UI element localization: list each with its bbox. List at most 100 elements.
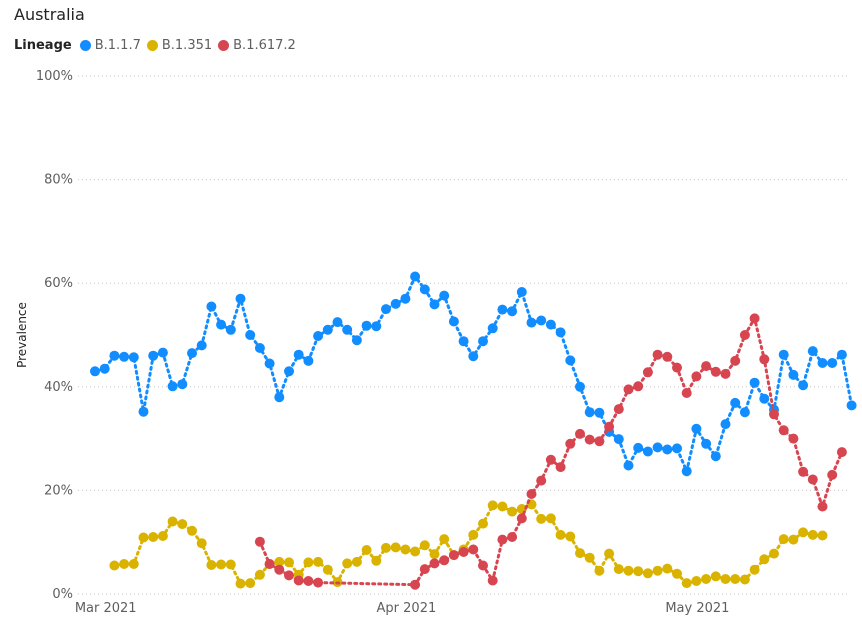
data-point-B.1.617.2[interactable]: B.1.617.2 2021-04-06: 7.5% xyxy=(448,550,459,561)
data-point-B.1.351[interactable]: B.1.351 2021-03-27: 6.2% xyxy=(351,556,362,567)
data-point-B.1.617.2[interactable]: B.1.617.2 2021-04-11: 10.5% xyxy=(497,534,508,545)
data-point-B.1.617.2[interactable]: B.1.617.2 2021-04-04: 5.9% xyxy=(429,558,440,569)
data-point-B.1.1.7[interactable]: B.1.1.7 2021-04-17: 50.5% xyxy=(555,327,566,338)
data-point-B.1.351[interactable]: B.1.351 2021-03-26: 5.9% xyxy=(342,558,353,569)
data-point-B.1.351[interactable]: B.1.351 2021-04-19: 7.9% xyxy=(575,548,585,559)
data-point-B.1.617.2[interactable]: B.1.617.2 2021-05-03: 42.9% xyxy=(710,366,721,377)
data-point-B.1.617.2[interactable]: B.1.617.2 2021-04-13: 14.6% xyxy=(516,513,527,524)
data-point-B.1.1.7[interactable]: B.1.1.7 2021-05-16: 46.2% xyxy=(836,349,847,360)
data-point-B.1.617.2[interactable]: B.1.617.2 2021-05-08: 45.3% xyxy=(759,354,770,365)
data-point-B.1.351[interactable]: B.1.351 2021-03-06: 11% xyxy=(148,532,159,542)
data-point-B.1.351[interactable]: B.1.351 2021-05-07: 4.7% xyxy=(749,564,760,575)
data-point-B.1.351[interactable]: B.1.351 2021-04-15: 14.5% xyxy=(536,513,547,524)
data-point-B.1.617.2[interactable]: B.1.617.2 2021-05-04: 42.5% xyxy=(720,368,731,379)
data-point-B.1.1.7[interactable]: B.1.1.7 2021-05-03: 26.6% xyxy=(710,451,721,462)
data-point-B.1.1.7[interactable]: B.1.1.7 2021-04-11: 54.9% xyxy=(497,304,508,315)
data-point-B.1.1.7[interactable]: B.1.1.7 2021-04-23: 29.9% xyxy=(613,434,624,445)
data-point-B.1.1.7[interactable]: B.1.1.7 2021-03-11: 48% xyxy=(196,340,207,351)
data-point-B.1.1.7[interactable]: B.1.1.7 2021-04-04: 55.9% xyxy=(429,299,440,310)
data-point-B.1.1.7[interactable]: B.1.1.7 2021-03-26: 51% xyxy=(342,324,353,335)
data-point-B.1.617.2[interactable]: B.1.617.2 2021-04-18: 29% xyxy=(565,438,576,449)
data-point-B.1.617.2[interactable]: B.1.617.2 2021-04-08: 8.6% xyxy=(468,544,479,555)
data-point-B.1.617.2[interactable]: B.1.617.2 2021-04-09: 5.5% xyxy=(478,560,488,571)
data-point-B.1.351[interactable]: B.1.351 2021-03-05: 10.9% xyxy=(138,532,149,543)
data-point-B.1.617.2[interactable]: B.1.617.2 2021-03-22: 2.5% xyxy=(303,576,314,586)
data-point-B.1.617.2[interactable]: B.1.617.2 2021-04-16: 25.9% xyxy=(545,454,556,465)
data-point-B.1.617.2[interactable]: B.1.617.2 2021-04-30: 38.8% xyxy=(681,388,692,398)
data-point-B.1.1.7[interactable]: B.1.1.7 2021-05-11: 42.3% xyxy=(788,369,799,380)
data-point-B.1.617.2[interactable]: B.1.617.2 2021-04-14: 19.3% xyxy=(526,489,537,499)
data-point-B.1.1.7[interactable]: B.1.1.7 2021-03-12: 55.5% xyxy=(206,301,217,312)
data-point-B.1.617.2[interactable]: B.1.617.2 2021-04-10: 2.6% xyxy=(487,575,498,586)
data-point-B.1.1.7[interactable]: B.1.1.7 2021-05-02: 29% xyxy=(701,438,712,449)
data-point-B.1.351[interactable]: B.1.351 2021-04-16: 14.6% xyxy=(545,513,556,524)
data-point-B.1.617.2[interactable]: B.1.617.2 2021-04-29: 43.7% xyxy=(672,362,682,373)
data-point-B.1.1.7[interactable]: B.1.1.7 2021-04-06: 52.6% xyxy=(448,316,459,327)
data-point-B.1.351[interactable]: B.1.351 2021-03-08: 14% xyxy=(167,516,178,527)
data-point-B.1.1.7[interactable]: B.1.1.7 2021-04-18: 45.1% xyxy=(565,355,576,366)
data-point-B.1.617.2[interactable]: B.1.617.2 2021-04-28: 45.8% xyxy=(662,351,673,362)
data-point-B.1.351[interactable]: B.1.351 2021-04-18: 11.1% xyxy=(565,531,576,542)
data-point-B.1.351[interactable]: B.1.351 2021-04-26: 4% xyxy=(642,568,653,579)
data-point-B.1.351[interactable]: B.1.351 2021-05-13: 11.4% xyxy=(807,529,818,540)
data-point-B.1.617.2[interactable]: B.1.617.2 2021-04-05: 6.5% xyxy=(439,555,450,566)
data-point-B.1.1.7[interactable]: B.1.1.7 2021-04-09: 48.8% xyxy=(478,336,488,347)
legend-item-b16172[interactable]: B.1.617.2 xyxy=(218,38,296,53)
data-point-B.1.1.7[interactable]: B.1.1.7 2021-03-14: 51% xyxy=(225,324,236,335)
data-point-B.1.1.7[interactable]: B.1.1.7 2021-04-02: 61.3% xyxy=(410,271,421,282)
data-point-B.1.351[interactable]: B.1.351 2021-04-24: 4.5% xyxy=(623,565,634,576)
data-point-B.1.351[interactable]: B.1.351 2021-03-23: 6.2% xyxy=(313,556,324,567)
data-point-B.1.1.7[interactable]: B.1.1.7 2021-03-23: 49.8% xyxy=(313,331,324,341)
data-point-B.1.1.7[interactable]: B.1.1.7 2021-03-31: 56% xyxy=(390,298,401,309)
data-point-B.1.351[interactable]: B.1.351 2021-04-02: 8.2% xyxy=(410,546,421,557)
data-point-B.1.617.2[interactable]: B.1.617.2 2021-03-19: 4.7% xyxy=(274,564,285,575)
data-point-B.1.1.7[interactable]: B.1.1.7 2021-04-10: 51.3% xyxy=(487,323,498,334)
data-point-B.1.617.2[interactable]: B.1.617.2 2021-04-22: 32.3% xyxy=(604,421,615,432)
data-point-B.1.617.2[interactable]: B.1.617.2 2021-05-01: 42% xyxy=(691,371,702,382)
data-point-B.1.351[interactable]: B.1.351 2021-03-13: 5.7% xyxy=(216,559,227,570)
data-point-B.1.1.7[interactable]: B.1.1.7 2021-04-12: 54.6% xyxy=(507,306,518,317)
data-point-B.1.351[interactable]: B.1.351 2021-03-17: 3.7% xyxy=(254,569,265,580)
data-point-B.1.1.7[interactable]: B.1.1.7 2021-03-13: 52% xyxy=(216,319,227,330)
data-point-B.1.617.2[interactable]: B.1.617.2 2021-05-06: 50% xyxy=(739,330,750,340)
legend-item-b117[interactable]: B.1.1.7 xyxy=(79,38,141,53)
data-point-B.1.1.7[interactable]: B.1.1.7 2021-03-04: 45.7% xyxy=(128,352,139,363)
data-point-B.1.351[interactable]: B.1.351 2021-04-30: 2.1% xyxy=(681,578,692,589)
data-point-B.1.1.7[interactable]: B.1.1.7 2021-03-27: 49% xyxy=(351,335,362,346)
data-point-B.1.1.7[interactable]: B.1.1.7 2021-04-05: 57.6% xyxy=(439,290,450,301)
data-point-B.1.617.2[interactable]: B.1.617.2 2021-04-27: 46.2% xyxy=(652,349,663,360)
legend-item-b1351[interactable]: B.1.351 xyxy=(146,38,212,53)
data-point-B.1.351[interactable]: B.1.351 2021-04-08: 11.4% xyxy=(468,529,479,540)
data-point-B.1.1.7[interactable]: B.1.1.7 2021-03-05: 35.2% xyxy=(138,406,149,417)
data-point-B.1.1.7[interactable]: B.1.1.7 2021-03-08: 40.1% xyxy=(167,381,178,392)
data-point-B.1.1.7[interactable]: B.1.1.7 2021-03-07: 46.6% xyxy=(157,347,168,358)
data-point-B.1.1.7[interactable]: B.1.1.7 2021-05-17: 36.4% xyxy=(846,400,857,411)
data-point-B.1.351[interactable]: B.1.351 2021-05-12: 11.9% xyxy=(798,527,809,538)
data-point-B.1.1.7[interactable]: B.1.1.7 2021-04-19: 40% xyxy=(575,381,585,392)
data-point-B.1.1.7[interactable]: B.1.1.7 2021-04-30: 23.7% xyxy=(681,466,692,477)
data-point-B.1.1.7[interactable]: B.1.1.7 2021-03-25: 52.5% xyxy=(332,317,343,328)
data-point-B.1.1.7[interactable]: B.1.1.7 2021-04-21: 35% xyxy=(594,407,605,418)
data-point-B.1.617.2[interactable]: B.1.617.2 2021-04-07: 8.1% xyxy=(458,547,469,557)
data-point-B.1.617.2[interactable]: B.1.617.2 2021-04-24: 39.5% xyxy=(623,384,634,395)
data-point-B.1.617.2[interactable]: B.1.617.2 2021-04-03: 4.8% xyxy=(419,564,430,575)
data-point-B.1.351[interactable]: B.1.351 2021-03-30: 8.9% xyxy=(381,542,391,553)
data-point-B.1.617.2[interactable]: B.1.617.2 2021-04-19: 30.9% xyxy=(575,428,585,439)
data-point-B.1.351[interactable]: B.1.351 2021-03-28: 8.5% xyxy=(361,545,372,555)
data-point-B.1.351[interactable]: B.1.351 2021-05-10: 10.6% xyxy=(778,534,789,545)
data-point-B.1.351[interactable]: B.1.351 2021-04-11: 16.9% xyxy=(497,501,508,512)
data-point-B.1.351[interactable]: B.1.351 2021-05-05: 2.9% xyxy=(730,574,741,584)
data-point-B.1.351[interactable]: B.1.351 2021-04-20: 7% xyxy=(584,552,595,563)
data-point-B.1.1.7[interactable]: B.1.1.7 2021-05-07: 40.8% xyxy=(749,377,760,388)
data-point-B.1.617.2[interactable]: B.1.617.2 2021-03-20: 3.6% xyxy=(284,570,294,581)
data-point-B.1.1.7[interactable]: B.1.1.7 2021-04-13: 58.3% xyxy=(516,287,527,297)
data-point-B.1.617.2[interactable]: B.1.617.2 2021-04-23: 35.7% xyxy=(613,404,624,415)
data-point-B.1.1.7[interactable]: B.1.1.7 2021-04-26: 27.5% xyxy=(642,446,653,457)
data-point-B.1.1.7[interactable]: B.1.1.7 2021-05-05: 36.9% xyxy=(730,397,741,408)
data-point-B.1.351[interactable]: B.1.351 2021-04-10: 17.1% xyxy=(487,500,498,511)
data-point-B.1.617.2[interactable]: B.1.617.2 2021-04-17: 24.5% xyxy=(555,462,566,473)
data-point-B.1.617.2[interactable]: B.1.617.2 2021-05-14: 16.9% xyxy=(817,501,828,512)
data-point-B.1.351[interactable]: B.1.351 2021-05-14: 11.3% xyxy=(817,530,828,541)
data-point-B.1.351[interactable]: B.1.351 2021-04-05: 10.6% xyxy=(439,534,450,545)
data-point-B.1.1.7[interactable]: B.1.1.7 2021-04-24: 24.8% xyxy=(623,460,634,471)
